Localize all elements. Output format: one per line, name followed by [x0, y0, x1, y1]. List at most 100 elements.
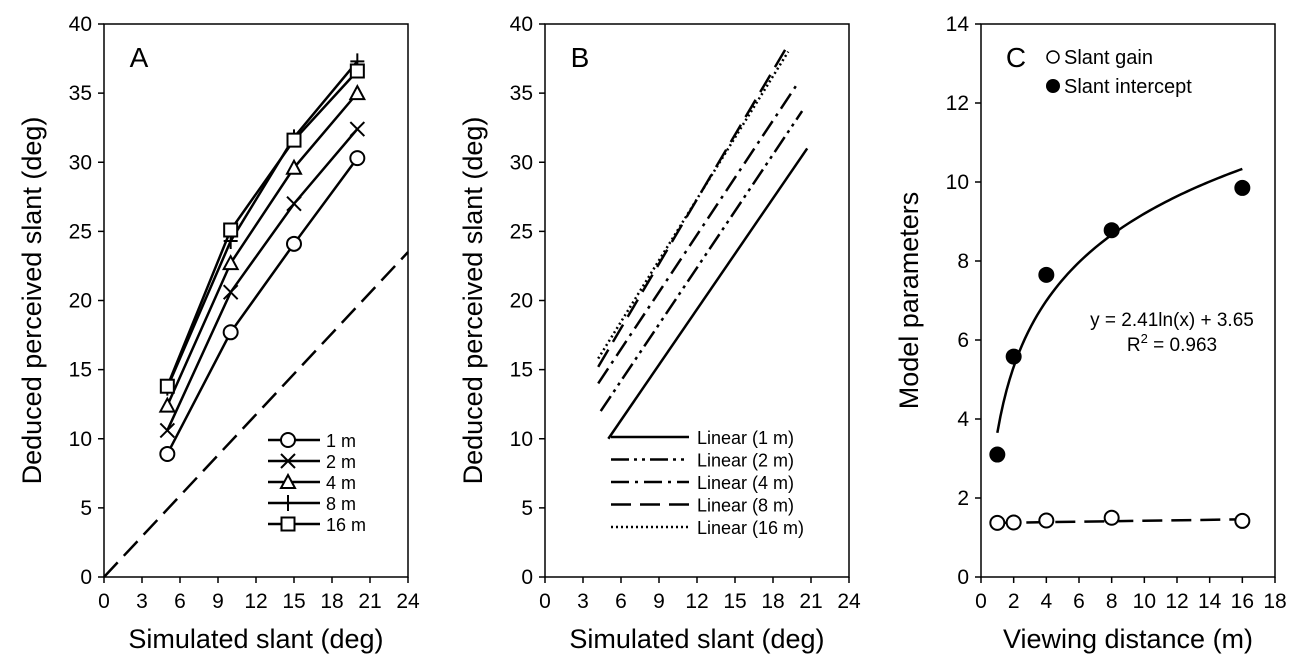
legend-label: Linear (1 m) [697, 428, 794, 448]
data-point [1005, 348, 1022, 365]
y-tick-label: 40 [510, 13, 533, 36]
x-tick-label: 9 [212, 590, 224, 613]
y-tick-label: 30 [510, 151, 533, 174]
x-tick-label: 21 [358, 590, 381, 613]
series-line [166, 92, 359, 407]
series-line [166, 60, 359, 389]
legend-marker [1046, 79, 1060, 93]
data-point [1103, 509, 1120, 526]
data-point [159, 422, 176, 439]
x-tick-label: 2 [1008, 590, 1020, 613]
data-point [158, 396, 177, 413]
trend-line [597, 50, 790, 360]
trend-line [597, 48, 787, 368]
gain-trendline [997, 518, 1243, 525]
x-axis-label: Simulated slant (deg) [569, 624, 824, 654]
y-tick-label: 5 [521, 497, 533, 520]
x-tick-label: 24 [396, 590, 420, 613]
data-point [1038, 512, 1055, 529]
x-tick-label: 18 [761, 590, 784, 613]
legend-label: Linear (2 m) [697, 451, 794, 471]
x-tick-label: 16 [1231, 590, 1254, 613]
panel-letter: B [571, 42, 590, 73]
legend-label: Slant intercept [1064, 76, 1192, 98]
r-squared-prefix: R [1127, 335, 1141, 356]
data-point [221, 254, 240, 271]
x-tick-label: 3 [136, 590, 148, 613]
y-tick-label: 14 [946, 13, 970, 36]
y-tick-label: 4 [957, 408, 969, 431]
x-tick-label: 18 [320, 590, 343, 613]
trend-line [599, 110, 804, 412]
legend-marker [280, 453, 296, 469]
data-point [222, 284, 239, 300]
x-tick-label: 18 [1263, 590, 1286, 613]
x-tick-label: 21 [799, 590, 822, 613]
y-tick-label: 0 [80, 566, 92, 589]
legend-label: Linear (4 m) [697, 473, 794, 493]
y-tick-label: 25 [69, 220, 92, 243]
data-point [349, 121, 366, 137]
legend-label: Slant gain [1064, 47, 1153, 69]
x-tick-label: 15 [723, 590, 746, 613]
legend-marker [280, 516, 296, 532]
r-squared-label: R2 = 0.963 [1127, 331, 1217, 356]
x-tick-label: 8 [1106, 590, 1118, 613]
legend-label: Linear (8 m) [697, 496, 794, 516]
data-point [989, 514, 1006, 531]
trend-line [607, 147, 809, 440]
panel-letter: A [130, 42, 149, 73]
legend-marker [1046, 50, 1060, 64]
y-tick-label: 35 [69, 82, 92, 105]
data-point [222, 324, 239, 341]
x-tick-label: 6 [615, 590, 627, 613]
data-point [223, 222, 239, 238]
y-axis-label: Model parameters [894, 192, 924, 410]
data-point [286, 196, 302, 212]
y-tick-label: 10 [510, 428, 533, 451]
x-tick-label: 15 [282, 590, 305, 613]
x-tick-label: 12 [685, 590, 708, 613]
y-tick-label: 0 [957, 566, 969, 589]
data-point [285, 158, 303, 175]
r-squared-superscript: 2 [1141, 331, 1148, 346]
reference-line [103, 251, 409, 578]
data-point [159, 445, 176, 462]
y-axis-label: Deduced perceived slant (deg) [458, 117, 488, 485]
legend-label: 1 m [326, 431, 356, 451]
data-point [349, 150, 366, 167]
data-point [1038, 266, 1055, 283]
y-tick-label: 8 [957, 250, 969, 273]
x-tick-label: 0 [975, 590, 987, 613]
y-tick-label: 2 [957, 487, 969, 510]
panel-letter: C [1006, 42, 1026, 73]
x-tick-label: 0 [98, 590, 110, 613]
y-tick-label: 20 [69, 290, 92, 313]
y-tick-label: 10 [69, 428, 92, 451]
legend-label: 2 m [326, 452, 356, 472]
x-tick-label: 3 [577, 590, 589, 613]
trendline-equation: y = 2.41ln(x) + 3.65 [1090, 310, 1254, 331]
data-point [349, 63, 365, 79]
plot-frame [980, 23, 1276, 578]
y-tick-label: 12 [946, 92, 969, 115]
y-tick-label: 20 [510, 290, 533, 313]
y-tick-label: 15 [510, 359, 533, 382]
panel-b-chart: 0 3 6 9 12 15 18 21 24 0 5 10 15 20 25 30 35 40 Simulated … [458, 13, 861, 654]
y-tick-label: 0 [521, 566, 533, 589]
series-line [166, 157, 359, 455]
y-tick-label: 10 [946, 171, 969, 194]
data-point [348, 84, 367, 101]
x-tick-label: 12 [1165, 590, 1188, 613]
data-point [989, 446, 1006, 463]
legend-label: 8 m [326, 494, 356, 514]
x-axis-label: Viewing distance (m) [1003, 624, 1253, 654]
x-axis-label: Simulated slant (deg) [128, 624, 383, 654]
series-line [166, 128, 359, 431]
y-axis-label: Deduced perceived slant (deg) [17, 117, 47, 485]
data-point [1103, 222, 1120, 239]
legend-marker [280, 432, 296, 448]
log-trendline [996, 167, 1243, 434]
x-tick-label: 12 [244, 590, 267, 613]
